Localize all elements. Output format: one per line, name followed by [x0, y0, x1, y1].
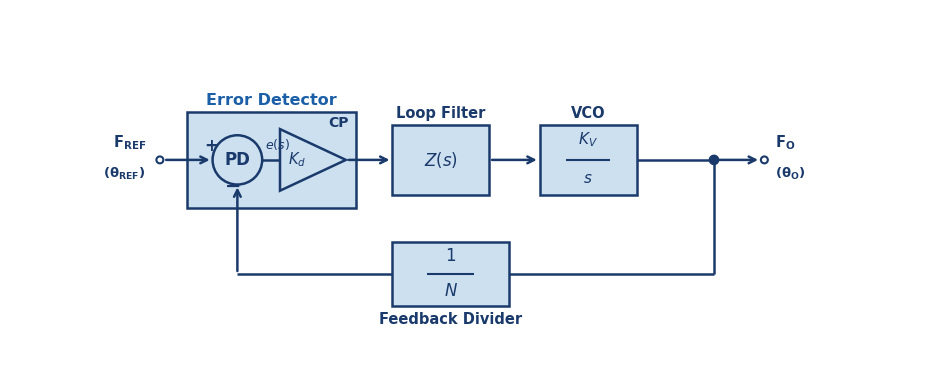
Text: $\mathbf{(\theta_O)}$: $\mathbf{(\theta_O)}$ [775, 166, 806, 182]
Text: CP: CP [328, 116, 348, 130]
Text: VCO: VCO [570, 105, 605, 121]
Text: $s$: $s$ [583, 171, 593, 186]
Text: $K_V$: $K_V$ [578, 130, 598, 149]
Text: $\mathbf{F_O}$: $\mathbf{F_O}$ [775, 134, 795, 152]
FancyBboxPatch shape [392, 125, 490, 195]
Text: $N$: $N$ [444, 282, 458, 300]
Polygon shape [280, 129, 346, 191]
Circle shape [213, 135, 263, 185]
Text: Loop Filter: Loop Filter [396, 105, 486, 121]
FancyBboxPatch shape [539, 125, 637, 195]
Circle shape [709, 155, 719, 165]
FancyBboxPatch shape [392, 242, 508, 306]
Text: $e(s)$: $e(s)$ [265, 137, 290, 152]
Text: +: + [204, 137, 218, 155]
Text: $Z(s)$: $Z(s)$ [424, 150, 458, 170]
Text: $\mathbf{F_{REF}}$: $\mathbf{F_{REF}}$ [113, 134, 146, 152]
Text: $1$: $1$ [445, 248, 456, 265]
Text: −: − [225, 176, 242, 196]
Circle shape [761, 157, 768, 164]
Text: Error Detector: Error Detector [206, 92, 337, 108]
Text: $\mathbf{(\theta_{REF})}$: $\mathbf{(\theta_{REF})}$ [103, 166, 146, 182]
Text: $K_d$: $K_d$ [288, 151, 306, 169]
FancyBboxPatch shape [187, 112, 356, 208]
Text: Feedback Divider: Feedback Divider [379, 312, 522, 327]
Circle shape [157, 157, 163, 164]
Text: PD: PD [224, 151, 250, 169]
